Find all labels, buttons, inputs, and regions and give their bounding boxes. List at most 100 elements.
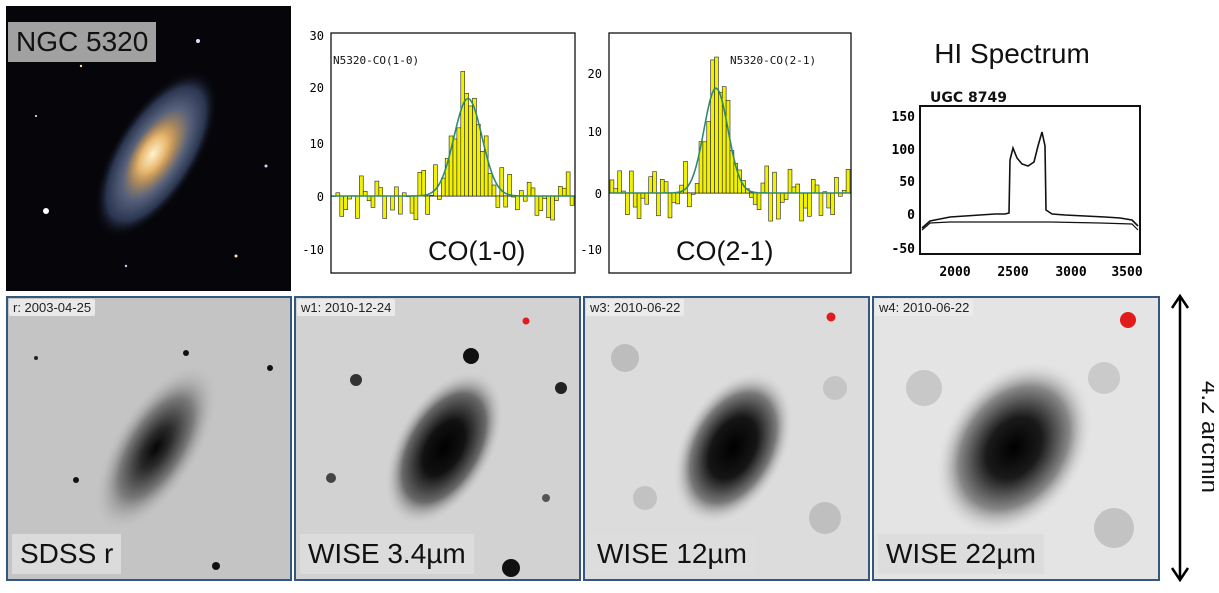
spectrum-channel-bar <box>690 192 696 195</box>
spectrum-channel-bar <box>725 99 731 194</box>
co10-y-axis: 30 20 10 0 -10 <box>302 29 324 257</box>
spectrum-channel-bar <box>499 167 505 197</box>
co10-ytick: 10 <box>310 137 324 151</box>
spectrum-channel-bar <box>413 195 419 221</box>
spectrum-channel-bar <box>370 195 376 208</box>
spectrum-channel-bar <box>530 187 536 197</box>
hi-ytick: -50 <box>892 242 916 257</box>
spectrum-channel-bar <box>421 170 426 197</box>
co21-ytick: -10 <box>580 243 602 257</box>
spectrum-channel-bar <box>791 186 797 194</box>
scale-label: 4.2 arcmin <box>1196 381 1214 493</box>
spectrum-channel-bar <box>629 170 634 194</box>
spectrum-channel-bar <box>487 173 493 197</box>
spectrum-channel-bar <box>468 105 473 197</box>
w4-psf-dot <box>1120 312 1136 328</box>
co10-caption: CO(1-0) <box>428 236 526 266</box>
spectrum-channel-bar <box>417 172 423 197</box>
co10-gaussian-fit <box>332 97 574 197</box>
spectrum-channel-bar <box>452 138 458 197</box>
spectrum-channel-bar <box>749 192 754 198</box>
spectrum-channel-bar <box>534 195 540 216</box>
w4-caption: WISE 22µm <box>878 534 1044 574</box>
spectrum-channel-bar <box>382 195 387 219</box>
spectrum-channel-bar <box>632 192 638 208</box>
spectrum-channel-bar <box>398 195 403 215</box>
hi-ytick: 150 <box>892 110 916 125</box>
spectrum-channel-bar <box>675 192 680 205</box>
spectrum-channel-bar <box>378 187 384 197</box>
spectrum-channel-bar <box>768 192 773 222</box>
spectrum-channel-bar <box>752 192 758 205</box>
spectrum-channel-bar <box>799 192 804 222</box>
spectrum-channel-bar <box>538 195 544 211</box>
spectrum-channel-bar <box>476 124 481 197</box>
spectrum-channel-bar <box>491 184 497 197</box>
co21-spectrum-panel: N5320-CO(2-1) 20 10 0 -10 CO(2-1) <box>578 28 858 278</box>
spectrum-channel-bar <box>636 192 642 219</box>
spectrum-channel-bar <box>355 195 360 219</box>
sdss-caption: SDSS r <box>12 534 122 574</box>
spectrum-channel-bar <box>814 184 820 194</box>
spectrum-channel-bar <box>339 195 345 217</box>
spectrum-channel-bar <box>433 164 438 197</box>
spectrum-channel-bar <box>644 192 650 205</box>
spectrum-channel-bar <box>515 195 520 211</box>
sdss-r-image: r: 2003-04-25 SDSS r <box>6 296 292 581</box>
w3-psf-dot <box>826 312 836 322</box>
spectrum-channel-bar <box>464 93 469 197</box>
spectrum-channel-bar <box>667 192 673 219</box>
spectrum-channel-bar <box>776 192 781 220</box>
co21-ytick: 10 <box>588 125 602 139</box>
co21-ytick: 0 <box>595 187 602 201</box>
spectrum-channel-bar <box>714 56 719 194</box>
spectrum-channel-bar <box>558 186 563 197</box>
spectrum-channel-bar <box>507 174 512 197</box>
sdss-date-tag: r: 2003-04-25 <box>9 299 96 316</box>
spectrum-channel-bar <box>772 171 777 194</box>
spectrum-channel-bar <box>460 71 466 197</box>
w4-date-tag: w4: 2010-06-22 <box>875 299 974 316</box>
spectrum-channel-bar <box>818 192 824 216</box>
spectrum-channel-bar <box>756 192 762 210</box>
spectrum-channel-bar <box>409 195 415 214</box>
co21-gaussian-fit <box>610 87 850 194</box>
optical-caption: NGC 5320 <box>8 22 157 62</box>
w1-psf-dot <box>522 317 530 325</box>
spectrum-channel-bar <box>343 195 348 210</box>
hi-xtick: 2500 <box>997 265 1028 280</box>
spectrum-channel-bar <box>834 177 839 194</box>
spectrum-channel-bar <box>526 181 532 197</box>
scale-bar: 4.2 arcmin <box>1164 292 1219 584</box>
spectrum-channel-bar <box>625 192 630 215</box>
spectrum-channel-bar <box>783 192 789 200</box>
spectrum-channel-bar <box>609 179 615 194</box>
co10-inner-label: N5320-CO(1-0) <box>333 54 419 67</box>
spectrum-channel-bar <box>845 169 851 194</box>
hi-y-axis: 150 100 50 0 -50 <box>892 110 916 257</box>
spectrum-channel-bar <box>480 151 485 197</box>
spectrum-channel-bar <box>803 192 808 209</box>
spectrum-channel-bar <box>546 195 551 219</box>
galaxy-drawing <box>35 39 268 268</box>
spectrum-channel-bar <box>760 182 766 194</box>
wise-w4-image: w4: 2010-06-22 WISE 22µm <box>872 296 1160 581</box>
spectrum-channel-bar <box>503 195 508 208</box>
spectrum-channel-bar <box>807 192 812 217</box>
w1-caption: WISE 3.4µm <box>300 534 474 574</box>
hi-ytick: 0 <box>907 208 915 223</box>
spectrum-channel-bar <box>663 181 669 194</box>
wise-w3-image: w3: 2010-06-22 WISE 12µm <box>583 296 870 581</box>
spectrum-channel-bar <box>702 141 708 194</box>
spectrum-channel-bar <box>787 168 793 194</box>
hi-spectrum-panel: HI Spectrum UGC 8749 150 100 50 0 -50 20… <box>870 30 1170 285</box>
spectrum-channel-bar <box>687 192 692 208</box>
hi-ytick: 50 <box>899 175 915 190</box>
hi-ytick: 100 <box>892 143 916 158</box>
hi-xtick: 2000 <box>939 265 970 280</box>
spectrum-channel-bar <box>652 171 657 194</box>
spectrum-channel-bar <box>617 170 622 194</box>
co10-ytick: 20 <box>310 81 324 95</box>
w3-caption: WISE 12µm <box>589 534 755 574</box>
spectrum-channel-bar <box>425 195 430 215</box>
